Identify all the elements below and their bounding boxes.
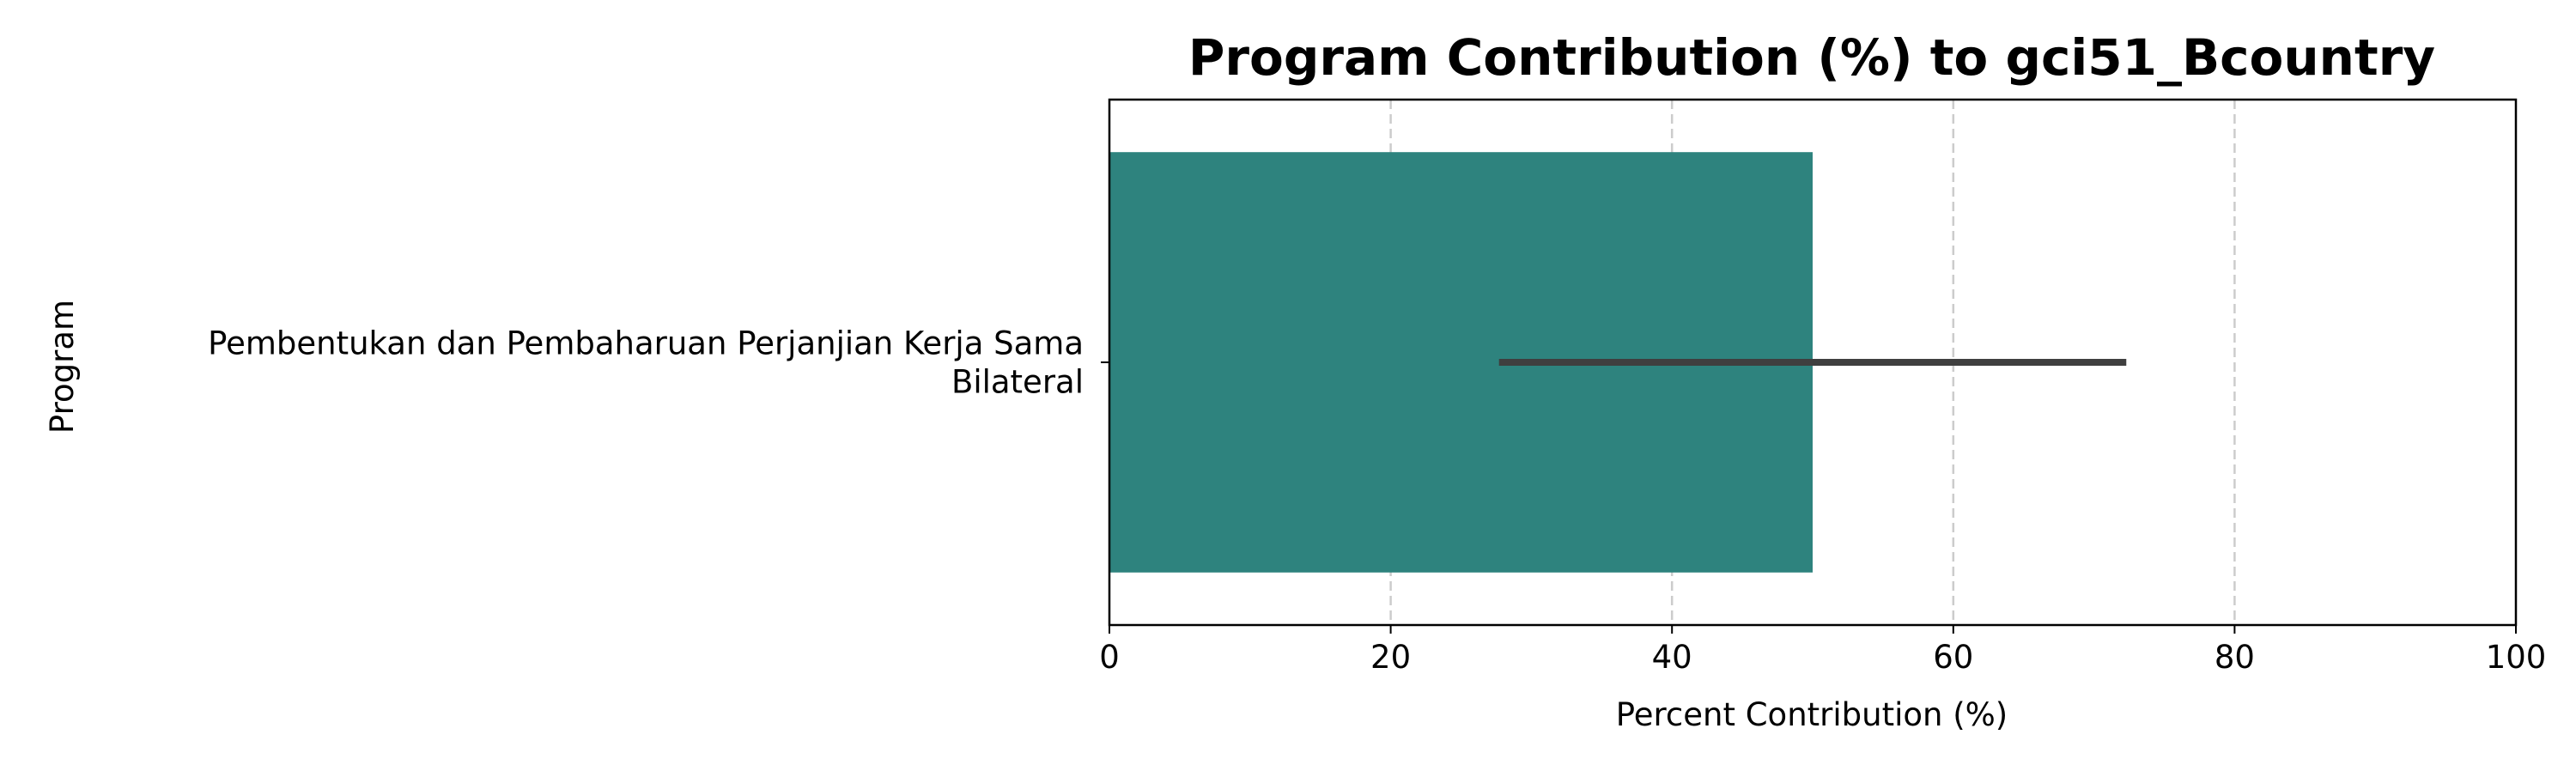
x-axis-label: Percent Contribution (%) <box>1616 696 2008 733</box>
chart-title: Program Contribution (%) to gci51_Bcount… <box>1188 28 2435 87</box>
x-tick-label: 40 <box>1652 639 1692 676</box>
x-tick-label: 60 <box>1933 639 1973 676</box>
x-tick-label: 80 <box>2215 639 2255 676</box>
x-tick-label: 0 <box>1099 639 1120 676</box>
bar-layer <box>1109 152 2127 573</box>
y-axis-label: Program <box>44 300 81 434</box>
axis-layer: Pembentukan dan Pembaharuan Perjanjian K… <box>208 98 2547 676</box>
y-tick-label-line: Pembentukan dan Pembaharuan Perjanjian K… <box>208 325 1084 362</box>
plot-frame <box>1108 98 2518 627</box>
x-tick-label: 20 <box>1370 639 1411 676</box>
x-tick-label: 100 <box>2486 639 2547 676</box>
y-tick-label-line: Bilateral <box>951 364 1084 401</box>
y-tick-label: Pembentukan dan Pembaharuan Perjanjian K… <box>208 325 1084 401</box>
